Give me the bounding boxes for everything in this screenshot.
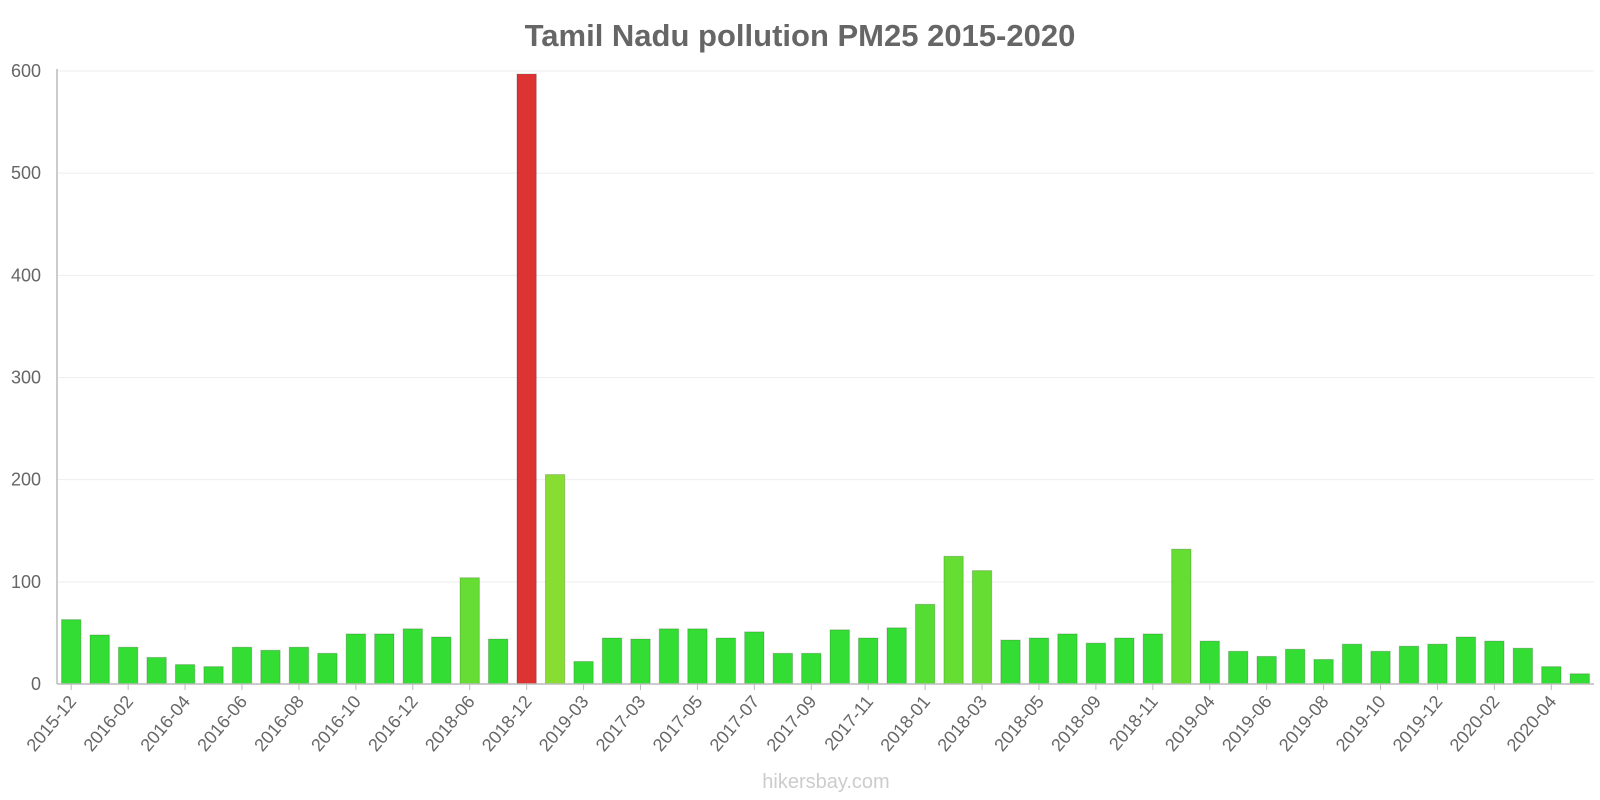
- x-tick-label: 2019-03: [535, 692, 593, 755]
- bar-2019-09[interactable]: [1341, 643, 1363, 685]
- bar-2019-05[interactable]: [1228, 650, 1249, 685]
- y-tick-label: 400: [11, 265, 41, 285]
- bar-2019-11[interactable]: [1398, 645, 1420, 685]
- x-tick-label: 2017-11: [820, 692, 877, 754]
- bar-2018-08[interactable]: [1057, 633, 1078, 685]
- bar-2016-04[interactable]: [174, 664, 196, 685]
- bar-2020-03[interactable]: [1512, 647, 1534, 685]
- bar-2018-05[interactable]: [1028, 637, 1050, 685]
- x-tick-label: 2016-10: [307, 692, 365, 755]
- bar-2016-11[interactable]: [374, 633, 395, 685]
- x-tick-label: 2020-02: [1446, 692, 1504, 755]
- bar-2017-05[interactable]: [687, 628, 708, 685]
- y-tick-label: 300: [11, 368, 41, 388]
- bar-2017-04[interactable]: [658, 628, 680, 685]
- y-tick-label: 100: [11, 572, 41, 592]
- bar-2018-06[interactable]: [459, 577, 480, 685]
- x-tick-label: 2019-06: [1218, 692, 1276, 755]
- watermark: hikersbay.com: [762, 771, 889, 793]
- bar-2018-12[interactable]: [516, 73, 537, 685]
- bar-2015-12[interactable]: [61, 619, 82, 685]
- x-tick-label: 2018-11: [1105, 692, 1162, 754]
- bar-2017-08[interactable]: [772, 652, 793, 685]
- bar-2017-02[interactable]: [601, 637, 623, 685]
- bar-2019-02[interactable]: [1171, 548, 1192, 685]
- bars-layer: [61, 73, 1590, 685]
- bar-2018-01[interactable]: [914, 603, 936, 685]
- y-tick-label: 600: [11, 61, 41, 81]
- bar-2017-12[interactable]: [886, 627, 907, 685]
- bar-2017-01[interactable]: [431, 636, 452, 685]
- bar-2018-03[interactable]: [971, 570, 993, 685]
- x-tick-labels: 2015-12 2016-02 2016-04 2016-06 2016-08 2016-…: [23, 684, 1561, 755]
- bar-2019-07[interactable]: [1284, 648, 1306, 685]
- x-tick-label: 2016-04: [136, 692, 194, 755]
- grid-layer: [57, 70, 1594, 685]
- x-tick-label: 2019-10: [1332, 692, 1390, 755]
- x-tick-label: 2019-12: [1389, 692, 1447, 755]
- bar-2018-02[interactable]: [943, 555, 964, 685]
- bar-2020-01[interactable]: [1455, 636, 1477, 685]
- x-tick-label: 2018-06: [421, 692, 479, 755]
- x-tick-label: 2019-08: [1275, 692, 1333, 755]
- x-tick-label: 2018-09: [1047, 692, 1105, 755]
- x-tick-label: 2016-12: [364, 692, 422, 755]
- bar-2016-09[interactable]: [317, 652, 338, 685]
- x-tick-label: 2018-12: [478, 692, 536, 755]
- bar-2016-06[interactable]: [231, 646, 253, 685]
- bar-2019-10[interactable]: [1370, 650, 1391, 685]
- bar-2016-08[interactable]: [288, 646, 310, 685]
- x-tick-label: 2015-12: [23, 692, 81, 755]
- bar-2016-01[interactable]: [89, 634, 110, 685]
- y-tick-label: 500: [11, 163, 41, 183]
- bar-2018-09[interactable]: [1085, 642, 1107, 685]
- x-tick-label: 2017-03: [592, 692, 650, 755]
- bar-2020-04[interactable]: [1541, 666, 1562, 685]
- bar-2018-04[interactable]: [1000, 639, 1021, 685]
- x-tick-label: 2020-04: [1503, 692, 1561, 755]
- bar-2016-03[interactable]: [146, 656, 167, 685]
- bar-2016-07[interactable]: [260, 649, 281, 685]
- bar-2019-06[interactable]: [1256, 655, 1277, 685]
- x-tick-label: 2017-07: [706, 692, 764, 755]
- x-tick-label: 2016-02: [79, 692, 137, 755]
- x-tick-label: 2018-05: [990, 692, 1048, 755]
- bar-2019-12[interactable]: [1427, 643, 1448, 685]
- bar-2017-10[interactable]: [829, 629, 850, 685]
- bar-2019-08[interactable]: [1313, 658, 1334, 685]
- bar-2016-02[interactable]: [117, 646, 139, 685]
- axis-layer: 0 100 200 300 400 500 600: [11, 61, 1594, 694]
- x-tick-label: 2019-04: [1161, 692, 1219, 755]
- bar-2018-07[interactable]: [488, 638, 509, 685]
- bar-2020-05[interactable]: [1569, 673, 1590, 685]
- bar-2016-12[interactable]: [402, 628, 423, 685]
- bar-2018-11[interactable]: [1142, 633, 1164, 685]
- bar-2019-01[interactable]: [544, 474, 566, 685]
- bar-2019-03[interactable]: [573, 661, 594, 685]
- bar-2017-03[interactable]: [630, 638, 651, 685]
- y-tick-label: 0: [31, 674, 41, 694]
- bar-2016-10[interactable]: [345, 633, 367, 685]
- x-tick-label: 2018-01: [876, 692, 934, 755]
- bar-2016-05[interactable]: [203, 666, 224, 685]
- bar-2020-02[interactable]: [1484, 640, 1505, 685]
- bar-2017-06[interactable]: [715, 637, 737, 685]
- x-tick-label: 2017-05: [649, 692, 707, 755]
- x-tick-label: 2018-03: [933, 692, 991, 755]
- bar-2019-04[interactable]: [1199, 640, 1220, 685]
- chart-title: Tamil Nadu pollution PM25 2015-2020: [525, 18, 1076, 53]
- y-tick-label: 200: [11, 470, 41, 490]
- bar-2017-07[interactable]: [744, 631, 765, 685]
- bar-2017-11[interactable]: [858, 637, 879, 685]
- bar-2018-10[interactable]: [1114, 637, 1135, 685]
- x-tick-label: 2016-06: [193, 692, 251, 755]
- x-tick-label: 2016-08: [250, 692, 308, 755]
- bar-2017-09[interactable]: [801, 652, 822, 685]
- x-tick-label: 2017-09: [763, 692, 821, 755]
